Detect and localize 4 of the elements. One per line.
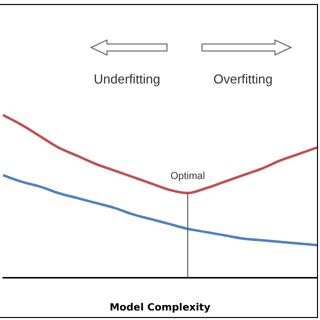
text: Overfitting (213, 72, 273, 87)
annotation: Optimal (170, 170, 205, 182)
text: Underfitting (94, 72, 160, 87)
x-axis-title: Model Complexity (110, 302, 211, 314)
